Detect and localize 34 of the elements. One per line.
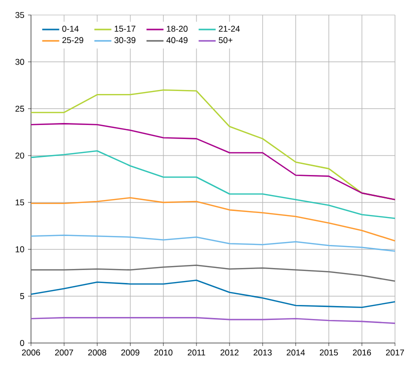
y-tick-label: 15	[16, 199, 24, 206]
x-tick-label: 2012	[220, 350, 239, 356]
legend-label: 30-39	[114, 37, 136, 44]
x-tick-label: 2008	[88, 350, 106, 356]
line-series	[30, 197, 396, 242]
legend-label: 25-29	[62, 37, 84, 44]
line-series	[30, 150, 396, 220]
x-tick-label: 2017	[386, 350, 404, 356]
y-tick-label: 0	[20, 340, 24, 346]
line-series	[30, 264, 396, 282]
y-tick-label: 35	[15, 12, 24, 18]
legend-label: 18-20	[166, 26, 188, 32]
x-tick-label: 2016	[352, 350, 371, 356]
y-tick-label: 20	[15, 152, 24, 159]
x-tick-label: 2013	[254, 350, 272, 356]
x-tick-label: 2014	[286, 350, 305, 356]
legend-label: 21-24	[218, 26, 240, 32]
x-tick-label: 2010	[154, 350, 172, 356]
x-tick-label: 2015	[320, 350, 338, 356]
x-tick-label: 2006	[22, 350, 40, 356]
legend-label: 40-49	[166, 37, 188, 44]
x-tick-label: 2009	[121, 350, 140, 356]
x-tick-label: 2011	[188, 350, 206, 356]
y-tick-label: 30	[15, 58, 24, 65]
legend-label: 50+	[218, 37, 232, 44]
line-series	[30, 234, 396, 252]
y-tick-label: 10	[16, 246, 24, 252]
line-series	[30, 123, 396, 200]
legend-label: 0-14	[62, 26, 79, 32]
legend-label: 15-17	[114, 26, 136, 32]
line-series	[30, 280, 396, 308]
x-tick-label: 2007	[55, 350, 74, 356]
y-tick-label: 5	[20, 293, 24, 300]
y-tick-label: 25	[15, 106, 24, 112]
